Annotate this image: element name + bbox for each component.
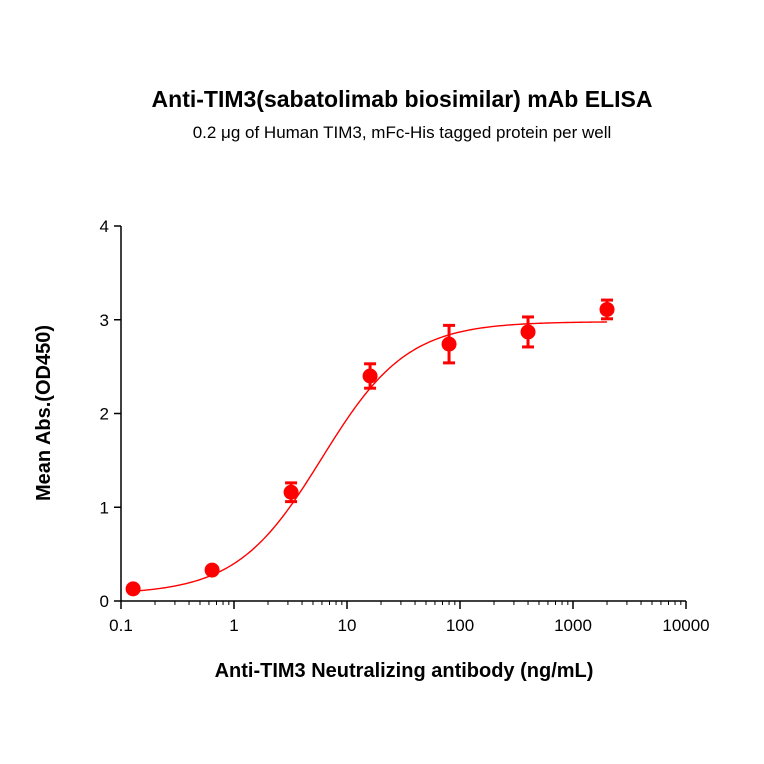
- x-tick-label: 100: [446, 616, 474, 635]
- data-point: [362, 368, 378, 384]
- x-tick-label: 10000: [662, 616, 709, 635]
- y-tick-label: 3: [100, 311, 109, 330]
- y-tick-label: 0: [100, 592, 109, 611]
- data-point: [441, 336, 457, 352]
- data-point: [283, 484, 299, 500]
- data-point: [125, 581, 141, 597]
- chart-subtitle: 0.2 μg of Human TIM3, mFc-His tagged pro…: [193, 123, 612, 142]
- x-tick-label: 1: [229, 616, 238, 635]
- y-axis-label: Mean Abs.(OD450): [33, 325, 55, 501]
- y-tick-label: 1: [100, 498, 109, 517]
- y-tick-label: 2: [100, 405, 109, 424]
- chart-title: Anti-TIM3(sabatolimab biosimilar) mAb EL…: [152, 86, 653, 112]
- x-tick-label: 0.1: [109, 616, 133, 635]
- data-point: [204, 562, 220, 578]
- data-point: [520, 324, 536, 340]
- data-point: [599, 301, 615, 317]
- x-axis-label: Anti-TIM3 Neutralizing antibody (ng/mL): [215, 660, 594, 682]
- x-tick-label: 10: [338, 616, 357, 635]
- y-tick-label: 4: [100, 217, 109, 236]
- x-tick-label: 1000: [554, 616, 592, 635]
- plot-area: 0 1 2 3 4 0.1 1 10 100 1000 10000: [100, 217, 710, 635]
